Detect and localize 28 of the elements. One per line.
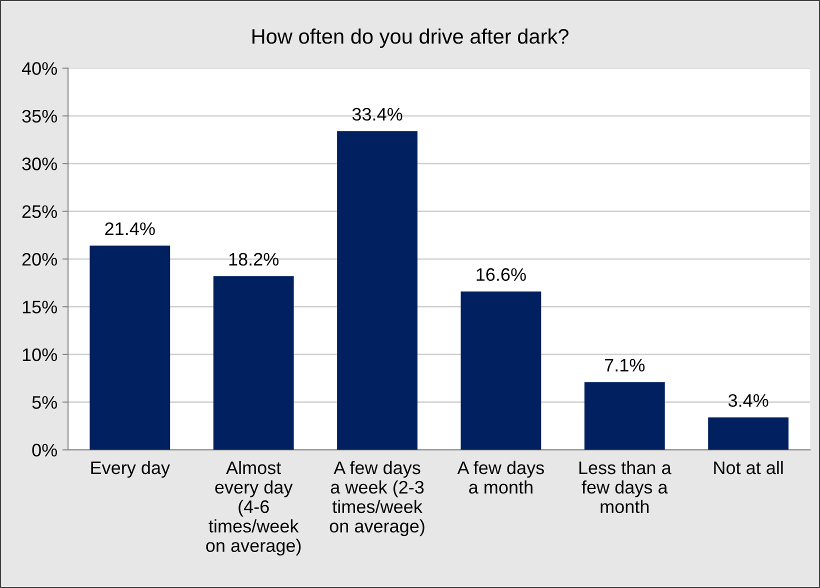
y-tick-label: 30%: [22, 158, 57, 170]
data-label: 3.4%: [728, 394, 768, 407]
chart-title: How often do you drive after dark?: [252, 28, 568, 48]
bar: [584, 382, 665, 450]
bar: [708, 417, 789, 450]
y-tick-label: 0%: [32, 444, 57, 457]
y-tick-label: 40%: [22, 62, 57, 75]
y-tick-label: 35%: [22, 110, 57, 123]
bar: [337, 131, 418, 450]
y-tick-label: 20%: [22, 252, 57, 266]
data-label: 16.6%: [476, 268, 526, 281]
y-tick-label: 5%: [32, 396, 57, 409]
x-tick-label: A few days a week (2-3 times/week on average): [330, 460, 424, 536]
y-tick-label: 15%: [22, 300, 57, 314]
y-tick-label: 10%: [22, 348, 57, 362]
data-label: 7.1%: [604, 358, 645, 372]
x-tick-label: A few days a month: [457, 460, 544, 494]
y-tick-label: 25%: [22, 205, 57, 218]
x-tick-label: Not at all: [714, 460, 783, 474]
data-label: 18.2%: [229, 252, 279, 266]
bar: [460, 291, 542, 450]
bar: [213, 276, 294, 450]
data-label: 21.4%: [105, 222, 155, 236]
data-label: 33.4%: [352, 108, 402, 121]
x-tick-label: Less than a few days a month: [579, 460, 672, 514]
x-tick-label: Almost every day (4-6 times/week on average): [206, 460, 301, 556]
x-tick-label: Every day: [91, 460, 170, 478]
bar: [90, 246, 170, 450]
